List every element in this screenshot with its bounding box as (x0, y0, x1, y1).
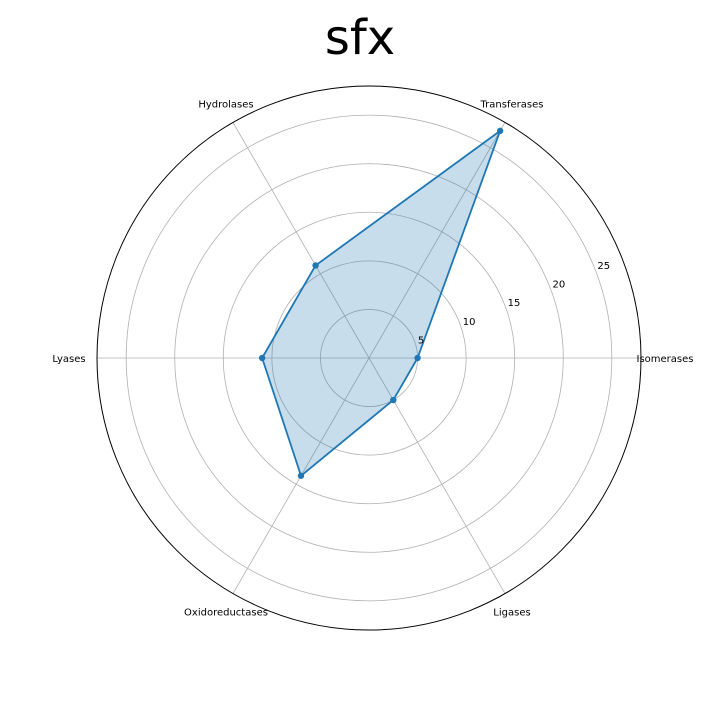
r-tick-label-15: 15 (508, 298, 521, 309)
data-point-lyases (258, 354, 266, 362)
category-label-oxidoreductases: Oxidoreductases (184, 608, 268, 619)
data-layer (258, 127, 504, 479)
r-tick-label-25: 25 (597, 261, 610, 272)
r-tick-label-20: 20 (552, 280, 565, 291)
spoke-ligases (368, 357, 506, 594)
spoke-hydrolases (232, 122, 370, 359)
category-label-isomerases: Isomerases (637, 354, 694, 365)
data-point-hydrolases (312, 262, 319, 269)
category-label-ligases: Ligases (493, 608, 530, 619)
chart-title: sfx (324, 10, 396, 66)
r-tick-label-5: 5 (418, 335, 424, 346)
r-tick-label-10: 10 (463, 317, 476, 328)
category-label-lyases: Lyases (52, 354, 85, 365)
category-label-hydrolases: Hydrolases (198, 99, 253, 110)
data-point-transferases (496, 127, 504, 135)
data-point-isomerases (414, 354, 421, 362)
label-layer: 5 10 15 20 25 Isomerases Transferases Hydrolase… (52, 99, 693, 618)
category-label-transferases: Transferases (480, 99, 544, 110)
series-area (262, 130, 501, 476)
data-point-oxidoreductases (297, 472, 305, 479)
spoke-transferases (368, 122, 506, 359)
data-point-ligases (390, 396, 397, 404)
polar-frame (96, 85, 642, 631)
grid-layer (96, 85, 642, 631)
